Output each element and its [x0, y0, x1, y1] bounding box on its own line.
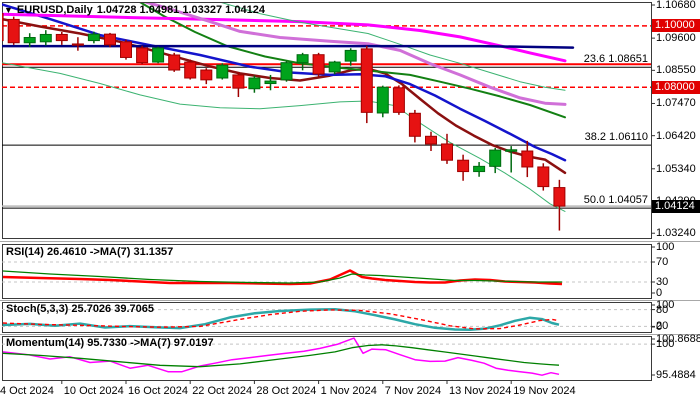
candle-body	[7, 18, 20, 44]
fib-label: 23.6 1.08651	[583, 53, 648, 66]
candle-body	[152, 47, 165, 63]
stochastic-axis-label: 80	[656, 303, 669, 316]
price-axis-label: 1.06420	[656, 129, 696, 142]
candle-body	[232, 74, 245, 89]
candle-body	[344, 49, 357, 62]
candle-body	[521, 150, 534, 168]
candle-body	[328, 61, 341, 73]
price-badge: 1.08000	[652, 80, 700, 94]
momentum-axis-label: 100.8688	[656, 333, 700, 345]
rsi-title: RSI(14) 26.4610 ->MA(7) 31.1357	[6, 246, 174, 258]
chart-title-symbol: EURUSD,Daily	[16, 4, 93, 16]
candle-body	[216, 64, 229, 79]
candle-body	[537, 166, 550, 188]
candle-body	[200, 69, 213, 81]
rsi-axis-label: 30	[656, 276, 669, 288]
main-plot-group	[2, 3, 651, 231]
date-label: 28 Oct 2024	[256, 385, 317, 397]
date-label: 4 Oct 2024	[0, 385, 54, 397]
band-upper	[221, 3, 566, 91]
candle-body	[55, 33, 68, 42]
rsi-axis-label: 100	[656, 241, 675, 253]
candle-body	[553, 187, 566, 207]
candle-body	[184, 61, 197, 79]
stochastic-plot-group	[2, 308, 651, 332]
candle-body	[392, 87, 405, 113]
stochastic-title: Stoch(5,3,3) 25.7026 39.7065	[6, 303, 154, 315]
date-label: 16 Oct 2024	[128, 385, 188, 397]
candle-body	[136, 47, 149, 64]
candle-body	[425, 135, 437, 145]
candle-body	[312, 54, 325, 75]
rsi-axis-label: 0	[656, 287, 663, 299]
candle-body	[296, 54, 309, 64]
stochastic-axis-label: 0	[656, 321, 663, 333]
candle-body	[2, 13, 4, 42]
candle-body	[39, 33, 52, 43]
momentum-ma-line	[2, 344, 560, 368]
ma-green	[139, 3, 566, 119]
candle-body	[280, 62, 293, 81]
chart-title-bar: ▼ EURUSD,Daily 1.04728 1.04981 1.03327 1…	[4, 4, 265, 16]
price-axis[interactable]	[652, 0, 700, 381]
fib-label: 38.2 1.06110	[584, 131, 648, 144]
price-badge: 1.04124	[652, 199, 700, 213]
rsi-axis-label: 70	[656, 256, 669, 268]
panel-separator[interactable]	[0, 241, 700, 242]
hline-navy	[2, 44, 575, 49]
price-badge: 1.10000	[652, 19, 700, 33]
candle-body	[489, 149, 502, 167]
candle-body	[441, 143, 453, 161]
momentum-axis-label: 95.4884	[656, 369, 696, 381]
candle-body	[360, 48, 373, 113]
momentum-line	[2, 337, 560, 376]
stochastic-axis-label: 100	[656, 299, 675, 311]
candle-body	[168, 54, 181, 71]
price-axis-label: 1.08550	[656, 64, 696, 77]
stochastic-axis-label: 20	[656, 320, 669, 333]
candle-body	[23, 37, 36, 44]
date-label: 13 Nov 2024	[449, 385, 512, 397]
momentum-panel[interactable]	[2, 336, 652, 381]
symbol-dropdown-icon[interactable]: ▼	[4, 5, 13, 15]
date-label: 22 Oct 2024	[192, 385, 253, 397]
date-label: 7 Nov 2024	[384, 385, 442, 397]
candle-body	[505, 149, 518, 152]
rsi-plot-group	[2, 261, 651, 286]
candle-body	[376, 86, 389, 114]
band-lower	[2, 62, 566, 212]
time-axis[interactable]	[0, 381, 700, 400]
candle-body	[473, 165, 486, 173]
price-axis-label: 1.07470	[656, 97, 696, 110]
price-axis-label: 1.09600	[656, 32, 696, 45]
price-axis-label: 1.05340	[656, 162, 696, 175]
ma-magenta	[2, 12, 567, 63]
panel-separator[interactable]	[0, 300, 700, 301]
momentum-axis-label: 100	[656, 338, 675, 351]
price-axis-label: 1.10680	[656, 0, 696, 11]
date-label: 19 Nov 2024	[513, 385, 576, 397]
chart-title-ohlc: 1.04728 1.04981 1.03327 1.04124	[96, 4, 265, 16]
price-axis-label: 1.03240	[656, 227, 696, 240]
candle-body	[264, 80, 277, 85]
date-label: 10 Oct 2024	[63, 385, 124, 397]
candle-body	[248, 77, 261, 90]
date-label: 1 Nov 2024	[320, 385, 377, 397]
panel-separator[interactable]	[0, 334, 700, 335]
momentum-title: Momentum(14) 95.7330 ->MA(7) 97.0197	[6, 337, 214, 349]
fib-label: 50.0 1.04057	[583, 194, 648, 207]
candle-body	[408, 112, 421, 137]
rsi-ma-line	[2, 270, 562, 284]
candle-body	[87, 33, 100, 42]
candle-body	[104, 33, 116, 46]
candle-body	[71, 43, 84, 46]
candle-body	[457, 159, 470, 173]
stoch-d-line	[2, 309, 560, 330]
candle-body	[120, 41, 132, 58]
rsi-panel[interactable]	[2, 244, 652, 299]
momentum-plot-group	[2, 337, 651, 376]
